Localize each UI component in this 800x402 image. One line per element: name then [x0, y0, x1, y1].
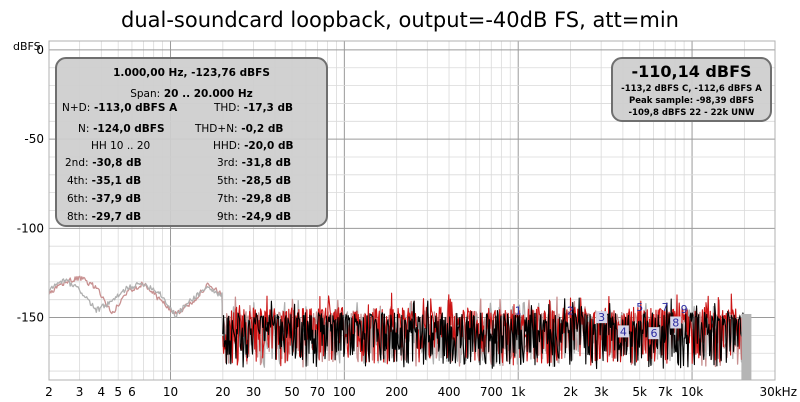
h5-label: 5th: [217, 175, 238, 187]
hhd-value: -20,0 dB [244, 140, 294, 152]
h9-row: 9th: -24,9 dB [217, 211, 291, 223]
h9-label: 9th: [217, 211, 238, 223]
x-tick-label: 4 [98, 385, 106, 399]
x-tick-label: 5 [114, 385, 122, 399]
x-tick-label: 200 [385, 385, 408, 399]
h7-label: 7th: [217, 193, 238, 205]
measurement-stats-panel: 1.000,00 Hz, -123,76 dBFS Span: 20 .. 20… [55, 57, 328, 227]
hhd-row: HHD: -20,0 dB [213, 140, 294, 152]
x-tick-label: 30kHz [759, 385, 797, 399]
x-tick-label: 1k [511, 385, 526, 399]
thd-label: THD: [214, 102, 240, 114]
harmonic-marker-box [596, 311, 608, 324]
h4-row: 4th: -35,1 dB [67, 175, 141, 187]
h3-value: -31,8 dB [241, 157, 292, 169]
h2-label: 2nd: [65, 157, 89, 169]
harmonic-marker-label: 5 [636, 301, 643, 314]
spectrum-tail-band [741, 313, 752, 380]
h8-label: 8th: [67, 211, 88, 223]
y-tick-label: -100 [17, 221, 44, 235]
chart-title: dual-soundcard loopback, output=-40dB FS… [121, 8, 679, 32]
thdn-label: THD+N: [195, 123, 238, 135]
thdn-value: -0,2 dB [241, 123, 284, 135]
span-row: Span: 20 .. 20.000 Hz [57, 88, 326, 100]
h7-value: -29,8 dB [241, 193, 292, 205]
h2-row: 2nd: -30,8 dB [65, 157, 142, 169]
thdn-row: THD+N: -0,2 dB [195, 123, 283, 135]
harmonic-marker-label: 4 [620, 325, 627, 338]
h8-value: -29,7 dB [91, 211, 142, 223]
harmonic-marker-label: 3 [598, 311, 605, 324]
harmonic-marker-box [617, 325, 629, 338]
h6-row: 6th: -37,9 dB [67, 193, 141, 205]
span-value: 20 .. 20.000 Hz [163, 88, 253, 100]
harmonic-marker-label: 7 [662, 301, 669, 314]
h3-row: 3rd: -31,8 dB [217, 157, 291, 169]
n-label: N: [78, 123, 90, 135]
level-summary-panel: -110,14 dBFS -113,2 dBFS C, -112,6 dBFS … [611, 57, 772, 122]
x-tick-label: 30 [246, 385, 261, 399]
stats-header: 1.000,00 Hz, -123,76 dBFS [113, 67, 270, 79]
x-tick-label: 2 [45, 385, 53, 399]
h2-value: -30,8 dB [92, 157, 142, 169]
h6-value: -37,9 dB [91, 193, 142, 205]
x-tick-label: 20 [215, 385, 230, 399]
h4-value: -35,1 dB [91, 175, 142, 187]
y-axis-label: dBFS [13, 40, 41, 53]
nd-value: -113,0 dBFS A [93, 102, 178, 114]
hhd-label: HHD: [213, 140, 241, 152]
x-tick-label: 3k [594, 385, 609, 399]
nd-label: N+D: [62, 102, 91, 114]
x-tick-label: 7k [658, 385, 673, 399]
harmonic-marker-label: 1 [515, 305, 522, 318]
x-tick-label: 50 [284, 385, 299, 399]
x-tick-label: 3 [76, 385, 84, 399]
hh-range-label: HH 10 .. 20 [91, 140, 151, 152]
summary-unweighted-level: -109,8 dBFS 22 - 22k UNW [628, 108, 755, 118]
y-tick-label: 0 [36, 43, 44, 57]
summary-main-level: -110,14 dBFS [631, 62, 752, 81]
x-tick-label: 700 [480, 385, 503, 399]
h4-label: 4th: [67, 175, 88, 187]
hh-range-row: HH 10 .. 20 [91, 140, 150, 152]
h6-label: 6th: [67, 193, 88, 205]
x-tick-label: 2k [563, 385, 578, 399]
y-tick-label: -150 [17, 311, 44, 325]
harmonic-marker-label: 8 [672, 316, 679, 329]
spectrum-series-line [222, 297, 745, 370]
span-label: Span: [130, 88, 161, 100]
h7-row: 7th: -29,8 dB [217, 193, 291, 205]
nd-row: N+D: -113,0 dBFS A [62, 102, 177, 114]
h5-value: -28,5 dB [241, 175, 292, 187]
x-tick-label: 70 [310, 385, 325, 399]
h5-row: 5th: -28,5 dB [217, 175, 291, 187]
summary-peak-sample: Peak sample: -98,39 dBFS [629, 96, 754, 106]
x-tick-label: 5k [632, 385, 647, 399]
harmonic-marker-label: 6 [650, 327, 657, 340]
h3-label: 3rd: [217, 157, 239, 169]
x-tick-label: 6 [128, 385, 136, 399]
h9-value: -24,9 dB [241, 211, 292, 223]
n-row: N: -124,0 dBFS [78, 123, 165, 135]
harmonic-marker-box [670, 316, 682, 329]
plot-frame [48, 40, 776, 381]
harmonic-marker-label: 2 [567, 305, 574, 318]
h8-row: 8th: -29,7 dB [67, 211, 141, 223]
y-tick-label: -50 [24, 132, 44, 146]
x-tick-label: 10k [681, 385, 703, 399]
thd-value: -17,3 dB [243, 102, 294, 114]
x-tick-label: 400 [438, 385, 461, 399]
x-tick-label: 10 [163, 385, 178, 399]
n-value: -124,0 dBFS [93, 123, 165, 135]
harmonic-marker-label: 9 [681, 303, 688, 316]
harmonic-marker-box [648, 327, 660, 340]
summary-weighted-levels: -113,2 dBFS C, -112,6 dBFS A [621, 84, 762, 94]
x-tick-label: 100 [333, 385, 356, 399]
thd-row: THD: -17,3 dB [214, 102, 293, 114]
